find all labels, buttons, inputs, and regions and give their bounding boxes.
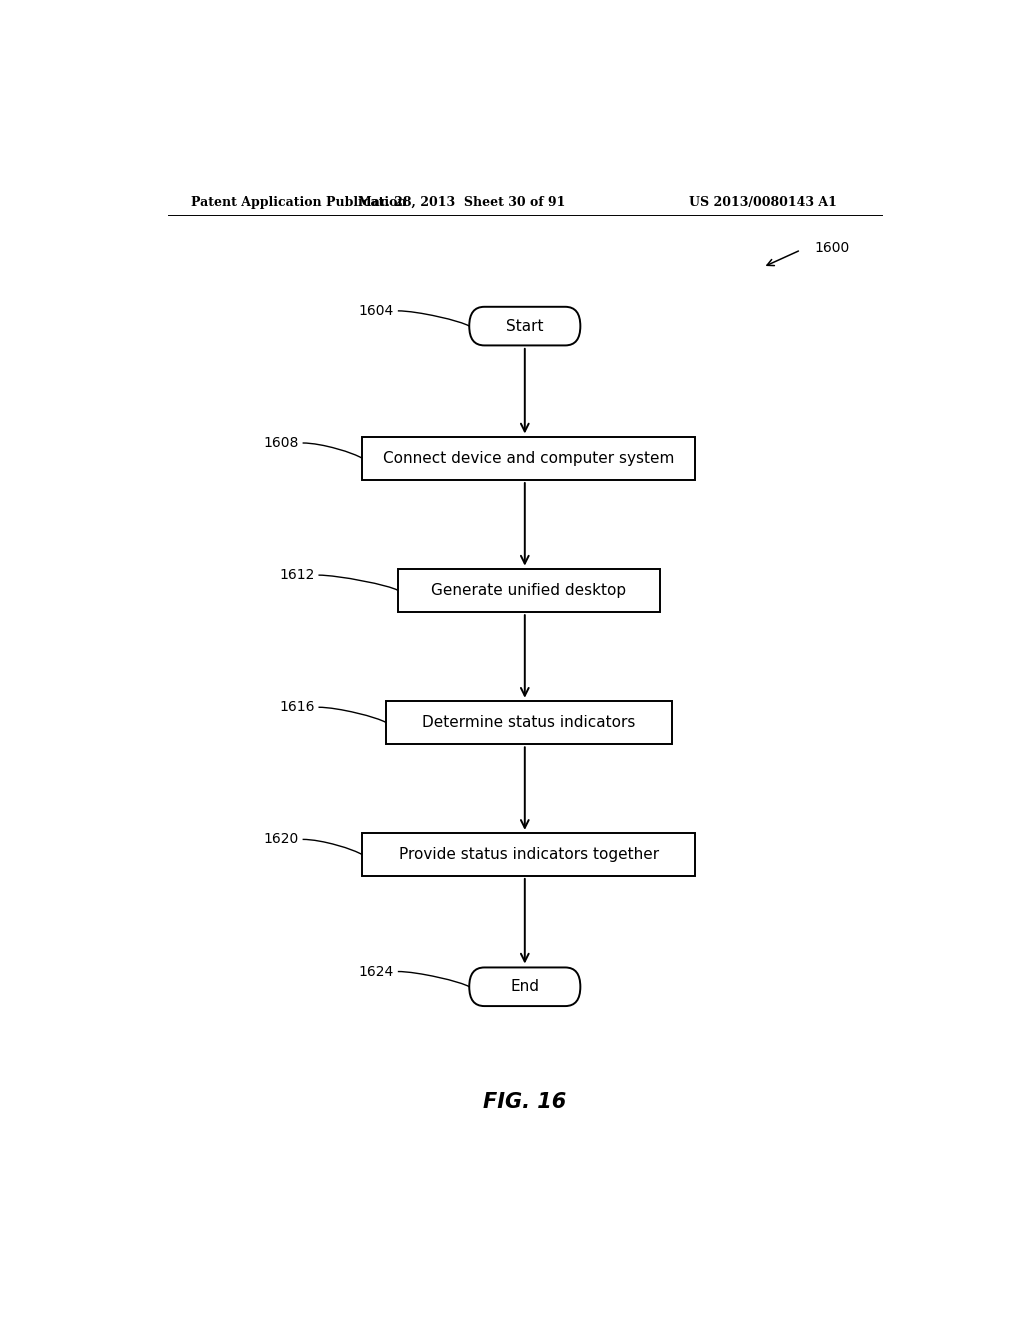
Text: End: End [510, 979, 540, 994]
FancyBboxPatch shape [386, 701, 672, 744]
FancyBboxPatch shape [362, 437, 695, 479]
Text: US 2013/0080143 A1: US 2013/0080143 A1 [689, 195, 837, 209]
Text: Provide status indicators together: Provide status indicators together [398, 847, 658, 862]
Text: 1620: 1620 [263, 833, 299, 846]
Text: 1612: 1612 [280, 568, 314, 582]
FancyBboxPatch shape [469, 306, 581, 346]
Text: Mar. 28, 2013  Sheet 30 of 91: Mar. 28, 2013 Sheet 30 of 91 [357, 195, 565, 209]
Text: Start: Start [506, 318, 544, 334]
Text: 1600: 1600 [814, 240, 850, 255]
FancyBboxPatch shape [362, 833, 695, 876]
Text: 1624: 1624 [358, 965, 394, 978]
Text: Determine status indicators: Determine status indicators [422, 715, 636, 730]
Text: Generate unified desktop: Generate unified desktop [431, 583, 627, 598]
Text: 1604: 1604 [358, 304, 394, 318]
Text: 1608: 1608 [263, 436, 299, 450]
Text: 1616: 1616 [279, 700, 314, 714]
Text: FIG. 16: FIG. 16 [483, 1092, 566, 1111]
FancyBboxPatch shape [469, 968, 581, 1006]
Text: Connect device and computer system: Connect device and computer system [383, 450, 675, 466]
Text: Patent Application Publication: Patent Application Publication [191, 195, 407, 209]
FancyBboxPatch shape [397, 569, 659, 611]
